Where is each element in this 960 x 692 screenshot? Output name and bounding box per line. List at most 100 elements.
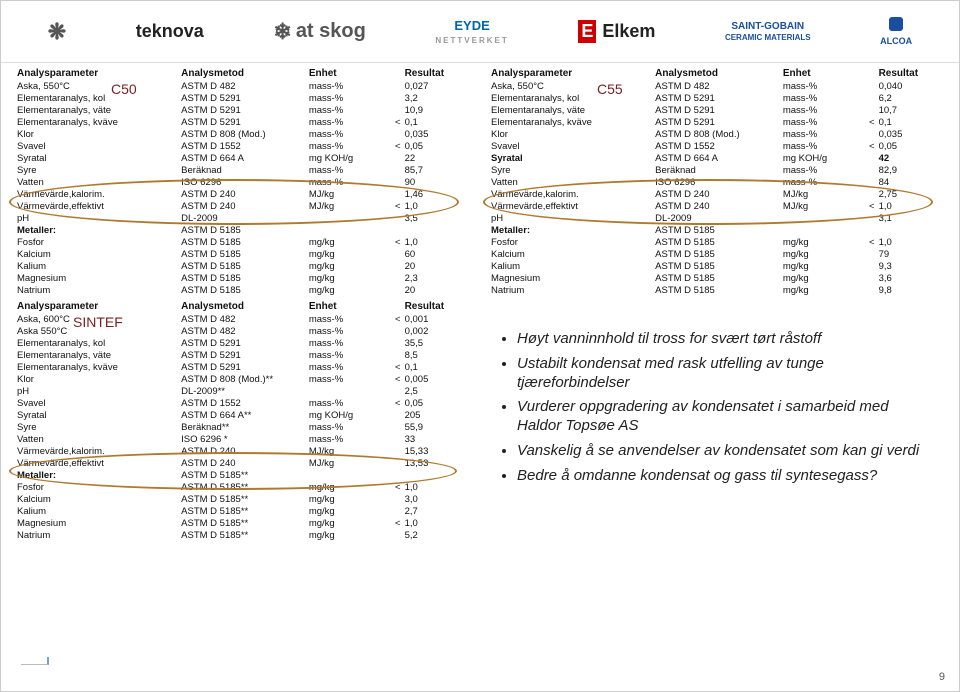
cell-param: Elementaranalys, kväve — [489, 116, 653, 128]
cell-lt — [384, 92, 402, 104]
cell-param: Elementaranalys, kol — [489, 92, 653, 104]
cell-result: 1,0 — [403, 517, 471, 529]
cell-result: 0,035 — [877, 128, 945, 140]
table-row: Elementaranalys, kväveASTM D 5291mass-%<… — [15, 116, 471, 128]
cell-result: 1,46 — [403, 188, 471, 200]
cell-param: Elementaranalys, kol — [15, 92, 179, 104]
cell-result: 0,1 — [877, 116, 945, 128]
eyde-text: EYDE — [454, 18, 489, 33]
table-row: Elementaranalys, kväveASTM D 5291mass-%<… — [15, 361, 471, 373]
table-row: KlorASTM D 808 (Mod.)**mass-%<0,005 — [15, 373, 471, 385]
table-row: KalciumASTM D 5185mg/kg60 — [15, 248, 471, 260]
table-row: Elementaranalys, kolASTM D 5291mass-%6,2 — [489, 92, 945, 104]
cell-lt: < — [858, 116, 876, 128]
cell-lt — [858, 92, 876, 104]
table-row: Elementaranalys, kolASTM D 5291mass-%35,… — [15, 337, 471, 349]
cell-method: ASTM D 5291 — [179, 116, 307, 128]
cell-result: 15,33 — [403, 445, 471, 457]
cell-lt: < — [384, 313, 402, 325]
cell-unit: mg/kg — [307, 493, 385, 505]
cell-lt: < — [858, 236, 876, 248]
cell-param: Svavel — [15, 140, 179, 152]
cell-result: 205 — [403, 409, 471, 421]
table-row: NatriumASTM D 5185**mg/kg5,2 — [15, 529, 471, 541]
cell-method: ASTM D 1552 — [653, 140, 781, 152]
cell-result: 33 — [403, 433, 471, 445]
cell-unit: mass-% — [307, 80, 385, 92]
cell-result: 60 — [403, 248, 471, 260]
cell-lt — [384, 469, 402, 481]
cell-result: 22 — [403, 152, 471, 164]
cell-unit: mg/kg — [307, 481, 385, 493]
table-row: KaliumASTM D 5185mg/kg9,3 — [489, 260, 945, 272]
label-c55: C55 — [597, 81, 623, 97]
cell-unit: mass-% — [307, 337, 385, 349]
cell-param: Aska, 550°C — [15, 80, 179, 92]
cell-param: Aska, 550°C — [489, 80, 653, 92]
page-number: 9 — [939, 671, 945, 683]
cell-lt — [384, 529, 402, 541]
cell-lt: < — [384, 116, 402, 128]
cell-lt — [384, 325, 402, 337]
footer-rule — [21, 657, 49, 665]
table-row: SvavelASTM D 1552mass-%<0,05 — [489, 140, 945, 152]
cell-unit: mass-% — [781, 164, 859, 176]
cell-method: ASTM D 482 — [179, 325, 307, 337]
table-row: FosforASTM D 5185**mg/kg<1,0 — [15, 481, 471, 493]
cell-method: ASTM D 1552 — [179, 140, 307, 152]
cell-unit: mg/kg — [781, 248, 859, 260]
cell-unit: MJ/kg — [307, 445, 385, 457]
atskog-text: at skog — [296, 20, 366, 43]
cell-method: ASTM D 5185** — [179, 469, 307, 481]
cell-unit: mass-% — [307, 373, 385, 385]
cell-result: 0,1 — [403, 116, 471, 128]
cell-method: ASTM D 5291 — [653, 92, 781, 104]
cell-lt — [384, 104, 402, 116]
cell-lt — [384, 337, 402, 349]
cell-result: 9,3 — [877, 260, 945, 272]
cell-result: 1,0 — [403, 236, 471, 248]
table-row: SyratalASTM D 664 Amg KOH/g42 — [489, 152, 945, 164]
cell-result: 0,027 — [403, 80, 471, 92]
cell-param: Värmevärde,effektivt — [489, 200, 653, 212]
cell-unit: mg/kg — [307, 260, 385, 272]
cell-method: ASTM D 5185** — [179, 529, 307, 541]
logo-elkem: EElkem — [578, 20, 655, 43]
cell-result: 0,05 — [403, 397, 471, 409]
cell-lt: < — [384, 361, 402, 373]
cell-lt — [384, 349, 402, 361]
table-row: Metaller:ASTM D 5185 — [15, 224, 471, 236]
cell-unit: mass-% — [781, 80, 859, 92]
cell-param: Elementaranalys, kväve — [15, 116, 179, 128]
table-row: FosforASTM D 5185mg/kg<1,0 — [15, 236, 471, 248]
cell-param: Syratal — [15, 409, 179, 421]
cell-method: DL-2009** — [179, 385, 307, 397]
table-row: pHDL-20093,1 — [489, 212, 945, 224]
cell-result: 3,2 — [403, 92, 471, 104]
cell-lt — [384, 152, 402, 164]
cell-unit: mass-% — [307, 421, 385, 433]
cell-lt — [384, 164, 402, 176]
cell-lt — [384, 80, 402, 92]
table-row: Värmevärde,kalorim.ASTM D 240MJ/kg2,75 — [489, 188, 945, 200]
table-row: MagnesiumASTM D 5185mg/kg3,6 — [489, 272, 945, 284]
cell-param: Fosfor — [15, 236, 179, 248]
cell-param: Värmevärde,kalorim. — [15, 188, 179, 200]
cell-lt — [858, 176, 876, 188]
cell-param: Elementaranalys, väte — [15, 104, 179, 116]
cell-unit: mass-% — [307, 361, 385, 373]
cell-result: 2,3 — [403, 272, 471, 284]
table-row: KaliumASTM D 5185mg/kg20 — [15, 260, 471, 272]
cell-lt — [384, 445, 402, 457]
cell-result: 0,040 — [877, 80, 945, 92]
cell-unit — [307, 469, 385, 481]
cell-method: ASTM D 5185 — [653, 236, 781, 248]
cell-lt — [384, 176, 402, 188]
col-result: Resultat — [403, 300, 471, 313]
cell-method: ASTM D 5291 — [179, 104, 307, 116]
cell-result: 13,53 — [403, 457, 471, 469]
col-unit: Enhet — [307, 67, 385, 80]
cell-unit: mg/kg — [307, 505, 385, 517]
cell-lt — [384, 433, 402, 445]
cell-method: ASTM D 5291 — [179, 92, 307, 104]
